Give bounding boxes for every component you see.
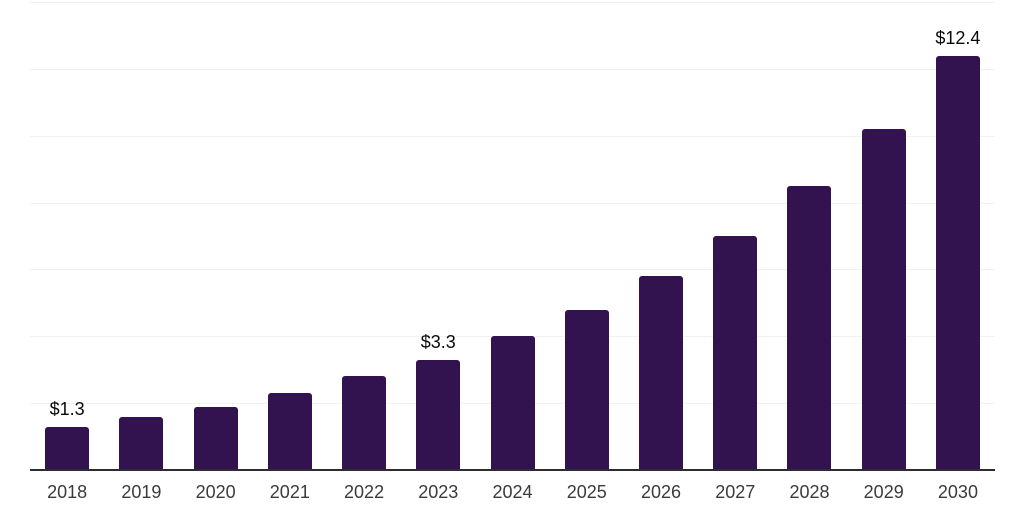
bar-band: $1.3 bbox=[30, 0, 104, 470]
bar-band bbox=[847, 0, 921, 470]
gridline bbox=[30, 2, 995, 3]
x-axis-label-2027: 2027 bbox=[715, 482, 756, 502]
bar-2019 bbox=[119, 416, 164, 470]
x-axis-label-2024: 2024 bbox=[492, 482, 533, 502]
bar-2022 bbox=[342, 376, 387, 470]
bar-2026 bbox=[638, 276, 683, 470]
bar-2025 bbox=[564, 309, 609, 470]
gridline bbox=[30, 135, 995, 137]
x-axis-label-2023: 2023 bbox=[418, 482, 459, 502]
bar-band bbox=[550, 0, 624, 470]
bar-band bbox=[475, 0, 549, 470]
bar-band bbox=[104, 0, 178, 470]
gridline bbox=[30, 202, 995, 204]
bar-2020 bbox=[193, 406, 238, 470]
bar-value-label: $12.4 bbox=[935, 27, 981, 48]
bar-2021 bbox=[267, 393, 312, 470]
gridline bbox=[30, 269, 995, 271]
x-axis-label-2029: 2029 bbox=[863, 482, 904, 502]
bar-band bbox=[253, 0, 327, 470]
x-axis-label-2028: 2028 bbox=[789, 482, 830, 502]
bar-2027 bbox=[713, 236, 758, 470]
x-axis-label-2025: 2025 bbox=[566, 482, 607, 502]
bar-2029 bbox=[861, 129, 906, 470]
bar-2030 bbox=[935, 55, 980, 470]
x-axis-label-2030: 2030 bbox=[937, 482, 978, 502]
bar-2023 bbox=[416, 359, 461, 470]
x-axis-label-2021: 2021 bbox=[269, 482, 310, 502]
x-axis-label-2026: 2026 bbox=[640, 482, 682, 502]
gridline bbox=[30, 68, 995, 70]
bar-value-label: $1.3 bbox=[49, 398, 85, 419]
plot-area: $1.3 $3.3 $12.4 bbox=[30, 0, 995, 470]
bar-band bbox=[178, 0, 252, 470]
bar-band: $3.3 bbox=[401, 0, 475, 470]
bar-2024 bbox=[490, 336, 535, 470]
bar-band: $12.4 bbox=[921, 0, 995, 470]
x-axis-label-2019: 2019 bbox=[121, 482, 162, 502]
bar-band bbox=[772, 0, 846, 470]
bar-band bbox=[624, 0, 698, 470]
x-axis-label-2018: 2018 bbox=[47, 482, 88, 502]
bar-value-label: $3.3 bbox=[420, 331, 456, 352]
x-axis-labels: 2018 2019 2020 2021 2022 2023 2024 2025 2026 2027… bbox=[30, 482, 995, 502]
x-axis-label-2020: 2020 bbox=[195, 482, 236, 502]
x-axis-line bbox=[30, 469, 995, 471]
bar-band bbox=[327, 0, 401, 470]
bar-2028 bbox=[787, 185, 832, 470]
x-axis-label-2022: 2022 bbox=[344, 482, 385, 502]
bar-band bbox=[698, 0, 772, 470]
bar-2018 bbox=[45, 426, 90, 470]
